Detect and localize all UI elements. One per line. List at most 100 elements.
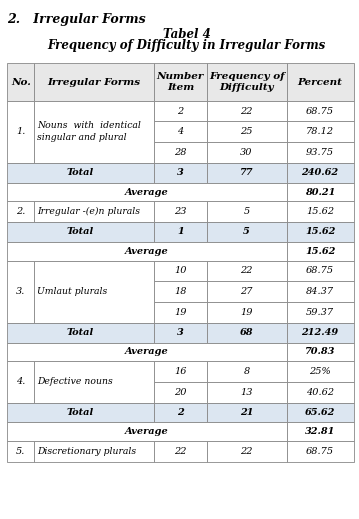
Bar	[154, 101, 207, 121]
Text: 68.75: 68.75	[306, 106, 334, 116]
Text: Average: Average	[125, 347, 169, 357]
Bar	[34, 63, 154, 101]
Text: No.: No.	[11, 77, 31, 87]
Bar	[207, 63, 286, 101]
Text: Frequency of
Difficulty: Frequency of Difficulty	[209, 72, 284, 92]
Bar	[7, 441, 34, 462]
Bar	[34, 101, 154, 163]
Bar	[286, 142, 354, 163]
Text: Umlaut plurals: Umlaut plurals	[37, 287, 107, 296]
Text: 84.37: 84.37	[306, 287, 334, 296]
Bar	[286, 441, 354, 462]
Bar	[7, 222, 154, 242]
Bar	[286, 222, 354, 242]
Text: 68: 68	[240, 328, 253, 337]
Bar	[7, 323, 154, 343]
Bar	[286, 101, 354, 121]
Bar	[207, 281, 286, 302]
Text: 2: 2	[177, 106, 183, 116]
Bar	[7, 101, 34, 163]
Bar	[7, 201, 34, 222]
Bar	[7, 163, 154, 183]
Bar	[34, 441, 154, 462]
Text: 15.62: 15.62	[305, 247, 335, 256]
Text: 1.: 1.	[16, 127, 25, 136]
Text: 15.62: 15.62	[306, 207, 334, 216]
Bar	[34, 201, 154, 222]
Text: 22: 22	[241, 106, 253, 116]
Bar	[154, 361, 207, 382]
Text: 22: 22	[241, 266, 253, 276]
Text: Total: Total	[67, 408, 94, 417]
Text: Discretionary plurals: Discretionary plurals	[37, 447, 136, 456]
Bar	[286, 163, 354, 183]
Text: 70.83: 70.83	[305, 347, 335, 357]
Bar	[207, 382, 286, 403]
Bar	[207, 142, 286, 163]
Bar	[207, 261, 286, 281]
Bar	[207, 121, 286, 142]
Bar	[154, 63, 207, 101]
Bar	[286, 323, 354, 343]
Text: 80.21: 80.21	[305, 187, 335, 197]
Text: Tabel 4: Tabel 4	[163, 28, 211, 40]
Text: 77: 77	[240, 168, 253, 177]
Text: 68.75: 68.75	[306, 266, 334, 276]
Bar	[154, 281, 207, 302]
Text: 5.: 5.	[16, 447, 25, 456]
Bar	[207, 323, 286, 343]
Bar	[286, 121, 354, 142]
Text: 5: 5	[243, 207, 250, 216]
Bar	[286, 183, 354, 201]
Text: Nouns  with  identical
singular and plural: Nouns with identical singular and plural	[37, 121, 141, 142]
Bar	[286, 382, 354, 403]
Bar	[286, 361, 354, 382]
Text: 40.62: 40.62	[306, 388, 334, 397]
Text: 5: 5	[243, 227, 250, 237]
Bar	[7, 403, 154, 422]
Bar	[154, 121, 207, 142]
Bar	[286, 302, 354, 323]
Text: 15.62: 15.62	[305, 227, 335, 237]
Text: 212.49: 212.49	[302, 328, 339, 337]
Text: 68.75: 68.75	[306, 447, 334, 456]
Bar	[207, 403, 286, 422]
Bar	[154, 201, 207, 222]
Bar	[34, 361, 154, 403]
Text: 30: 30	[241, 148, 253, 157]
Text: 13: 13	[241, 388, 253, 397]
Bar	[207, 361, 286, 382]
Bar	[7, 242, 286, 261]
Bar	[154, 441, 207, 462]
Bar	[154, 163, 207, 183]
Text: 22: 22	[174, 447, 187, 456]
Text: Average: Average	[125, 427, 169, 436]
Text: 78.12: 78.12	[306, 127, 334, 136]
Bar	[154, 222, 207, 242]
Text: 4.: 4.	[16, 377, 25, 387]
Bar	[286, 63, 354, 101]
Bar	[207, 302, 286, 323]
Text: Average: Average	[125, 247, 169, 256]
Text: 65.62: 65.62	[305, 408, 335, 417]
Bar	[154, 323, 207, 343]
Text: Total: Total	[67, 168, 94, 177]
Bar	[7, 63, 34, 101]
Bar	[154, 142, 207, 163]
Text: 2.: 2.	[16, 207, 25, 216]
Text: Total: Total	[67, 227, 94, 237]
Text: 25%: 25%	[309, 367, 331, 376]
Bar	[154, 261, 207, 281]
Bar	[286, 281, 354, 302]
Bar	[286, 242, 354, 261]
Text: 10: 10	[174, 266, 187, 276]
Bar	[154, 302, 207, 323]
Bar	[154, 382, 207, 403]
Text: 20: 20	[174, 388, 187, 397]
Bar	[286, 343, 354, 361]
Text: 59.37: 59.37	[306, 308, 334, 317]
Bar	[286, 403, 354, 422]
Text: 28: 28	[174, 148, 187, 157]
Text: 19: 19	[174, 308, 187, 317]
Bar	[286, 422, 354, 441]
